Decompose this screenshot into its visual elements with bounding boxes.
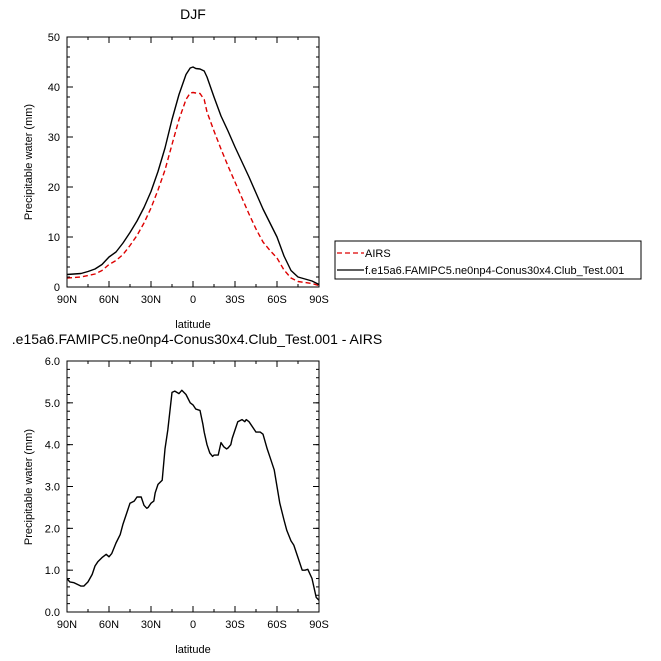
y-tick-label: 10	[48, 232, 60, 244]
y-tick-label: 50	[48, 32, 60, 44]
y-axis-label: Precipitable water (mm)	[23, 429, 35, 545]
y-tick-label: 5.0	[45, 398, 60, 410]
y-tick-label: 0.0	[45, 607, 60, 619]
y-tick-label: 0	[54, 282, 60, 294]
y-tick-label: 1.0	[45, 565, 60, 577]
series-line-2	[66, 66, 320, 286]
x-axis-label: latitude	[175, 319, 210, 331]
x-tick-label: 90N	[57, 294, 77, 306]
x-tick-label: 90N	[57, 619, 77, 631]
chart-title: .e15a6.FAMIPC5.ne0np4-Conus30x4.Club_Tes…	[12, 331, 382, 347]
x-tick-label: 0	[190, 294, 196, 306]
legend-label-model: f.e15a6.FAMIPC5.ne0np4-Conus30x4.Club_Te…	[365, 265, 624, 277]
legend-label-airs: AIRS	[365, 248, 391, 260]
top-chart: DJF Precipitable water (mm) latitude 90N…	[23, 6, 642, 331]
x-tick-label: 60S	[267, 619, 287, 631]
x-tick-label: 0	[190, 619, 196, 631]
chart-title: DJF	[180, 6, 206, 22]
y-axis-label: Precipitable water (mm)	[23, 104, 35, 220]
x-tick-label: 90S	[309, 619, 329, 631]
x-tick-label: 90S	[309, 294, 329, 306]
y-tick-label: 4.0	[45, 440, 60, 452]
legend-box	[334, 240, 642, 280]
x-tick-label: 30N	[141, 294, 161, 306]
legend: AIRS f.e15a6.FAMIPC5.ne0np4-Conus30x4.Cl…	[334, 240, 642, 280]
y-tick-label: 40	[48, 82, 60, 94]
x-tick-label: 30S	[225, 294, 245, 306]
x-tick-label: 30N	[141, 619, 161, 631]
x-tick-label: 60N	[99, 294, 119, 306]
x-tick-label: 60N	[99, 619, 119, 631]
series-line-1	[66, 389, 320, 601]
x-axis-label: latitude	[175, 644, 210, 656]
x-tick-label: 60S	[267, 294, 287, 306]
y-tick-label: 30	[48, 132, 60, 144]
y-tick-label: 3.0	[45, 482, 60, 494]
y-tick-label: 20	[48, 182, 60, 194]
plot-frame	[66, 360, 320, 613]
bottom-chart: .e15a6.FAMIPC5.ne0np4-Conus30x4.Club_Tes…	[12, 331, 382, 656]
series-line-1	[66, 91, 320, 287]
y-tick-label: 6.0	[45, 356, 60, 368]
y-tick-label: 2.0	[45, 523, 60, 535]
x-tick-label: 30S	[225, 619, 245, 631]
